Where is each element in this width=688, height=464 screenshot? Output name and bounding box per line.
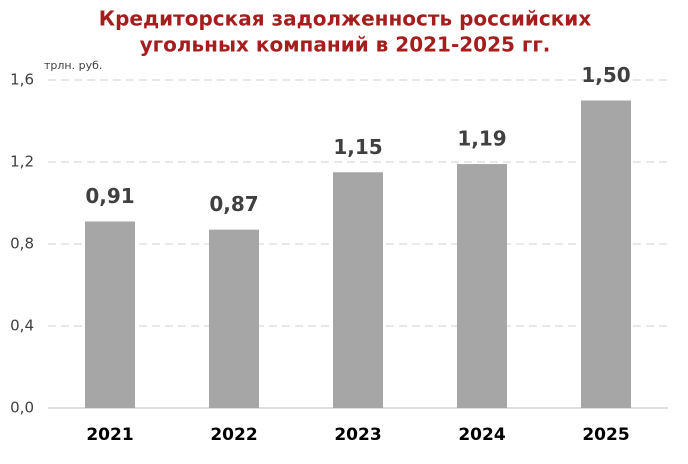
x-tick-label: 2021 — [86, 425, 133, 445]
bar — [85, 221, 135, 408]
y-tick-label: 1,2 — [10, 153, 34, 171]
y-tick-label: 0,8 — [10, 235, 34, 253]
y-tick-label: 0,0 — [10, 399, 34, 417]
y-tick-label: 1,6 — [10, 71, 34, 89]
x-tick-label: 2025 — [582, 425, 629, 445]
value-label: 1,19 — [457, 127, 506, 151]
value-label: 1,50 — [581, 63, 630, 87]
y-tick-label: 0,4 — [10, 317, 34, 335]
bar — [457, 164, 507, 408]
value-label: 0,91 — [85, 184, 134, 208]
chart-title: Кредиторская задолженность российских — [99, 7, 592, 31]
x-tick-label: 2022 — [210, 425, 257, 445]
value-label: 1,15 — [333, 135, 382, 159]
x-tick-label: 2024 — [458, 425, 505, 445]
value-label: 0,87 — [209, 192, 258, 216]
bar — [333, 172, 383, 408]
y-axis-unit: трлн. руб. — [44, 59, 102, 72]
chart-title: угольных компаний в 2021-2025 гг. — [140, 33, 551, 57]
x-tick-label: 2023 — [334, 425, 381, 445]
bar — [581, 100, 631, 408]
bar — [209, 229, 259, 408]
